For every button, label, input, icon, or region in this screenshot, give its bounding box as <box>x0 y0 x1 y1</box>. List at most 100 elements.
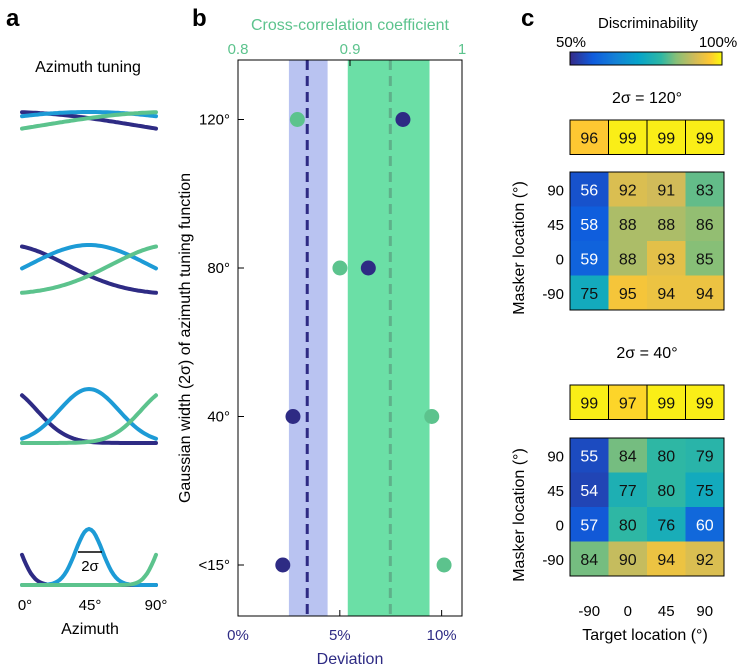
single-cell-0-2 <box>646 119 686 155</box>
single-value-1-0: 99 <box>580 395 598 412</box>
panel-a-title: Azimuth tuning <box>35 59 141 76</box>
single-value-0-1: 99 <box>619 130 637 147</box>
single-value-1-3: 99 <box>696 395 714 412</box>
matrix-cell-1-2-0 <box>570 507 609 542</box>
matrix-cell-0-3-0 <box>570 275 609 310</box>
azimuth-tick-90: 90° <box>145 597 168 614</box>
matrix-value-1-2-0: 57 <box>580 517 598 534</box>
top-tick-label-2: 1 <box>458 41 466 58</box>
target-tick-1: 0 <box>624 603 632 620</box>
matrix-value-1-3-2: 94 <box>657 552 675 569</box>
width-label: 2σ <box>81 558 99 575</box>
matrix-cell-1-1-1 <box>608 472 647 507</box>
single-cell-0-1 <box>608 119 648 155</box>
target-axis-label: Target location (°) <box>582 627 708 644</box>
single-value-1-1: 97 <box>619 395 637 412</box>
correlation-point-3 <box>289 112 305 127</box>
correlation-point-0 <box>436 557 452 573</box>
block-label-0: 2σ = 120° <box>612 90 682 107</box>
matrix-cell-0-0-3 <box>685 172 724 207</box>
matrix-cell-0-1-2 <box>647 206 686 241</box>
tuning-curve-3-3 <box>20 393 158 445</box>
bottom-axis-label: Deviation <box>317 651 384 668</box>
matrix-value-0-2-3: 85 <box>696 251 714 268</box>
matrix-value-1-1-2: 80 <box>657 483 675 500</box>
matrix-cell-1-3-3 <box>685 541 724 576</box>
matrix-cell-1-1-0 <box>570 472 609 507</box>
single-value-0-3: 99 <box>696 130 714 147</box>
masker-tick-1-2: 0 <box>556 517 564 534</box>
matrix-value-0-3-3: 94 <box>696 286 714 303</box>
matrix-cell-1-2-1 <box>608 507 647 542</box>
matrix-cell-1-2-3 <box>685 507 724 542</box>
correlation-point-2 <box>332 260 348 276</box>
top-axis-label: Cross-correlation coefficient <box>251 17 450 34</box>
masker-axis-label-top: Masker location (°) <box>511 181 528 315</box>
matrix-value-1-0-2: 80 <box>657 448 675 465</box>
colorbar-max-label: 100% <box>699 34 737 51</box>
colorbar-title: Discriminability <box>598 15 699 32</box>
panel-label-c: c <box>521 5 534 32</box>
matrix-cell-0-1-1 <box>608 206 647 241</box>
top-tick-label-0: 0.8 <box>228 41 249 58</box>
tuning-curve-4-3 <box>20 552 158 587</box>
matrix-value-1-0-3: 79 <box>696 448 714 465</box>
y-tick-label-0: <15° <box>199 557 230 574</box>
matrix-value-0-2-1: 88 <box>619 251 637 268</box>
matrix-value-0-0-0: 56 <box>580 182 598 199</box>
masker-tick-0-2: 0 <box>556 251 564 268</box>
matrix-value-0-3-2: 94 <box>657 286 675 303</box>
panel-label-b: b <box>192 5 207 32</box>
deviation-point-1 <box>285 409 301 424</box>
tuning-curve-4-2 <box>20 526 158 587</box>
colorbar-min-label: 50% <box>556 34 586 51</box>
matrix-value-0-1-1: 88 <box>619 217 637 234</box>
single-value-1-2: 99 <box>657 395 675 412</box>
matrix-value-1-3-0: 84 <box>580 552 598 569</box>
y-tick-label-3: 120° <box>199 112 230 129</box>
matrix-cell-0-0-2 <box>647 172 686 207</box>
azimuth-tick-45: 45° <box>79 597 102 614</box>
tuning-curve-3-1 <box>20 393 158 445</box>
matrix-cell-0-3-1 <box>608 275 647 310</box>
y-tick-label-1: 40° <box>207 409 230 426</box>
deviation-point-0 <box>275 557 291 573</box>
matrix-cell-0-2-3 <box>685 241 724 276</box>
matrix-frame-0 <box>569 171 725 311</box>
matrix-value-1-2-2: 76 <box>657 517 675 534</box>
panel-c-heatmap: Discriminability 50% 100% 2σ = 120° 96 99 9… <box>511 15 737 644</box>
panel-a-tuning-curves: Azimuth tuning 2σ 0° 45° 90° Azimuth <box>18 59 168 638</box>
deviation-point-3 <box>395 112 411 127</box>
matrix-cell-0-0-0 <box>570 172 609 207</box>
panel-label-a: a <box>6 5 20 32</box>
tuning-curve-2-2 <box>20 243 158 271</box>
matrix-cell-1-1-3 <box>685 472 724 507</box>
matrix-value-0-1-0: 58 <box>580 217 598 234</box>
target-tick-2: 45 <box>658 603 675 620</box>
target-tick-3: 90 <box>696 603 713 620</box>
matrix-value-0-3-0: 75 <box>580 286 598 303</box>
top-tick-label-1: 0.9 <box>340 41 361 58</box>
masker-axis-label-bottom: Masker location (°) <box>511 448 528 582</box>
matrix-cell-1-3-0 <box>570 541 609 576</box>
matrix-cell-1-2-2 <box>647 507 686 542</box>
matrix-cell-0-2-2 <box>647 241 686 276</box>
deviation-point-2 <box>360 260 376 276</box>
target-tick-0: -90 <box>578 603 600 620</box>
matrix-cell-0-3-2 <box>647 275 686 310</box>
block-label-1: 2σ = 40° <box>616 345 677 362</box>
matrix-value-0-0-1: 92 <box>619 182 637 199</box>
single-cell-1-0 <box>569 384 609 420</box>
colorbar <box>569 51 723 66</box>
matrix-value-1-2-1: 80 <box>619 517 637 534</box>
bottom-tick-label-2: 10% <box>427 627 457 644</box>
panel-b-scatter: <15° 40° 80° 120° 0% 5% 10% 0.8 0.9 1 Cross-corre… <box>177 17 466 668</box>
matrix-value-0-2-0: 59 <box>580 251 598 268</box>
matrix-cell-1-0-3 <box>685 438 724 473</box>
masker-tick-1-3: -90 <box>542 552 564 569</box>
matrix-cell-0-3-3 <box>685 275 724 310</box>
matrix-value-1-1-1: 77 <box>619 483 637 500</box>
matrix-value-0-0-2: 91 <box>657 182 675 199</box>
bottom-tick-label-1: 5% <box>329 627 351 644</box>
